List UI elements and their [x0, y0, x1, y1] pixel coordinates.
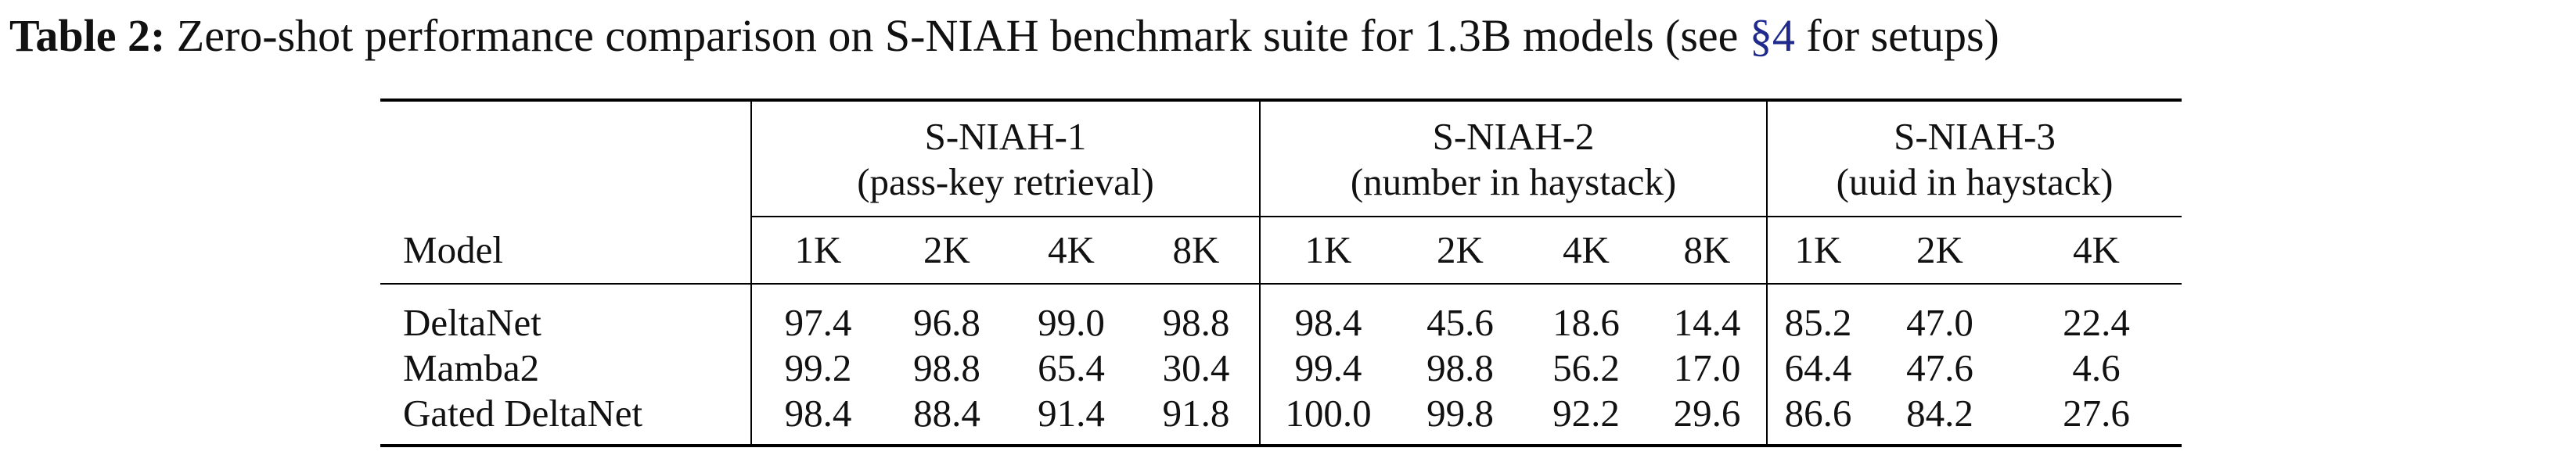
score-cell: 99.2: [750, 346, 884, 391]
group-subtitle-row: (pass-key retrieval) (number in haystack…: [380, 159, 2182, 217]
results-table: S-NIAH-1 S-NIAH-2 S-NIAH-3 (pass-key ret…: [380, 99, 2182, 449]
score-cell: 64.4: [1766, 346, 1869, 391]
score-cell: 98.8: [1162, 301, 1230, 344]
score-cell: 47.0: [1906, 301, 1973, 344]
column-header: 1K: [750, 216, 884, 284]
group-title-s-niah-3: S-NIAH-3: [1766, 102, 2182, 159]
column-header: 4K: [2011, 216, 2182, 284]
group-subtitle-s-niah-3: (uuid in haystack): [1766, 159, 2182, 217]
group-title-row: S-NIAH-1 S-NIAH-2 S-NIAH-3: [380, 102, 2182, 159]
column-header: 2K: [1869, 216, 2011, 284]
table-row: DeltaNet 97.4 96.8 99.0 98.8 98.4 45.6 1…: [380, 285, 2182, 346]
model-name: Gated DeltaNet: [403, 392, 643, 435]
caption-text-end: for setups): [1794, 10, 1999, 61]
caption-section-link[interactable]: §4: [1749, 10, 1795, 61]
bottom-rule: [380, 444, 2182, 449]
score-cell: 98.8: [913, 346, 980, 389]
score-cell: 27.6: [2063, 392, 2130, 435]
group-subtitle-s-niah-2: (number in haystack): [1259, 159, 1767, 217]
score-cell: 92.2: [1552, 392, 1620, 435]
column-header: 8K: [1133, 216, 1260, 284]
score-cell: 17.0: [1673, 346, 1741, 389]
column-header: 2K: [1396, 216, 1524, 284]
group-subtitle-s-niah-1: (pass-key retrieval): [750, 159, 1260, 217]
column-header: 1K: [1766, 216, 1869, 284]
score-cell: 18.6: [1552, 301, 1620, 344]
score-cell: 100.0: [1259, 391, 1396, 446]
score-cell: 30.4: [1162, 346, 1230, 389]
score-cell: 99.8: [1427, 392, 1494, 435]
score-cell: 96.8: [913, 301, 980, 344]
table-row: Gated DeltaNet 98.4 88.4 91.4 91.8 100.0…: [380, 391, 2182, 446]
column-header: 8K: [1648, 216, 1767, 284]
score-cell: 91.4: [1038, 392, 1105, 435]
table-caption: Table 2: Zero-shot performance compariso…: [9, 3, 2576, 69]
score-cell: 65.4: [1038, 346, 1105, 389]
score-cell: 97.4: [750, 285, 884, 346]
group-title-s-niah-2: S-NIAH-2: [1259, 102, 1767, 159]
column-header-row: Model 1K 2K 4K 8K 1K 2K 4K 8K 1K 2K 4K: [380, 216, 2182, 284]
score-cell: 88.4: [913, 392, 980, 435]
score-cell: 91.8: [1162, 392, 1230, 435]
score-cell: 22.4: [2063, 301, 2130, 344]
column-header: 2K: [884, 216, 1009, 284]
score-cell: 85.2: [1766, 285, 1869, 346]
caption-text: Zero-shot performance comparison on S-NI…: [165, 10, 1750, 61]
score-cell: 29.6: [1673, 392, 1741, 435]
table-row: Mamba2 99.2 98.8 65.4 30.4 99.4 98.8 56.…: [380, 346, 2182, 391]
score-cell: 99.4: [1259, 346, 1396, 391]
score-cell: 98.8: [1427, 346, 1494, 389]
score-cell: 45.6: [1427, 301, 1494, 344]
column-header: 4K: [1524, 216, 1648, 284]
score-cell: 47.6: [1906, 346, 1973, 389]
score-cell: 86.6: [1766, 391, 1869, 446]
model-column-header: Model: [403, 228, 503, 271]
score-cell: 84.2: [1906, 392, 1973, 435]
score-cell: 4.6: [2072, 346, 2121, 389]
score-cell: 14.4: [1673, 301, 1741, 344]
group-title-s-niah-1: S-NIAH-1: [750, 102, 1260, 159]
score-cell: 98.4: [750, 391, 884, 446]
score-cell: 56.2: [1552, 346, 1620, 389]
column-header: 4K: [1009, 216, 1133, 284]
column-header: 1K: [1259, 216, 1396, 284]
score-cell: 98.4: [1259, 285, 1396, 346]
model-name: DeltaNet: [403, 301, 541, 344]
model-name: Mamba2: [403, 346, 540, 389]
caption-label: Table 2:: [9, 10, 166, 61]
score-cell: 99.0: [1038, 301, 1105, 344]
